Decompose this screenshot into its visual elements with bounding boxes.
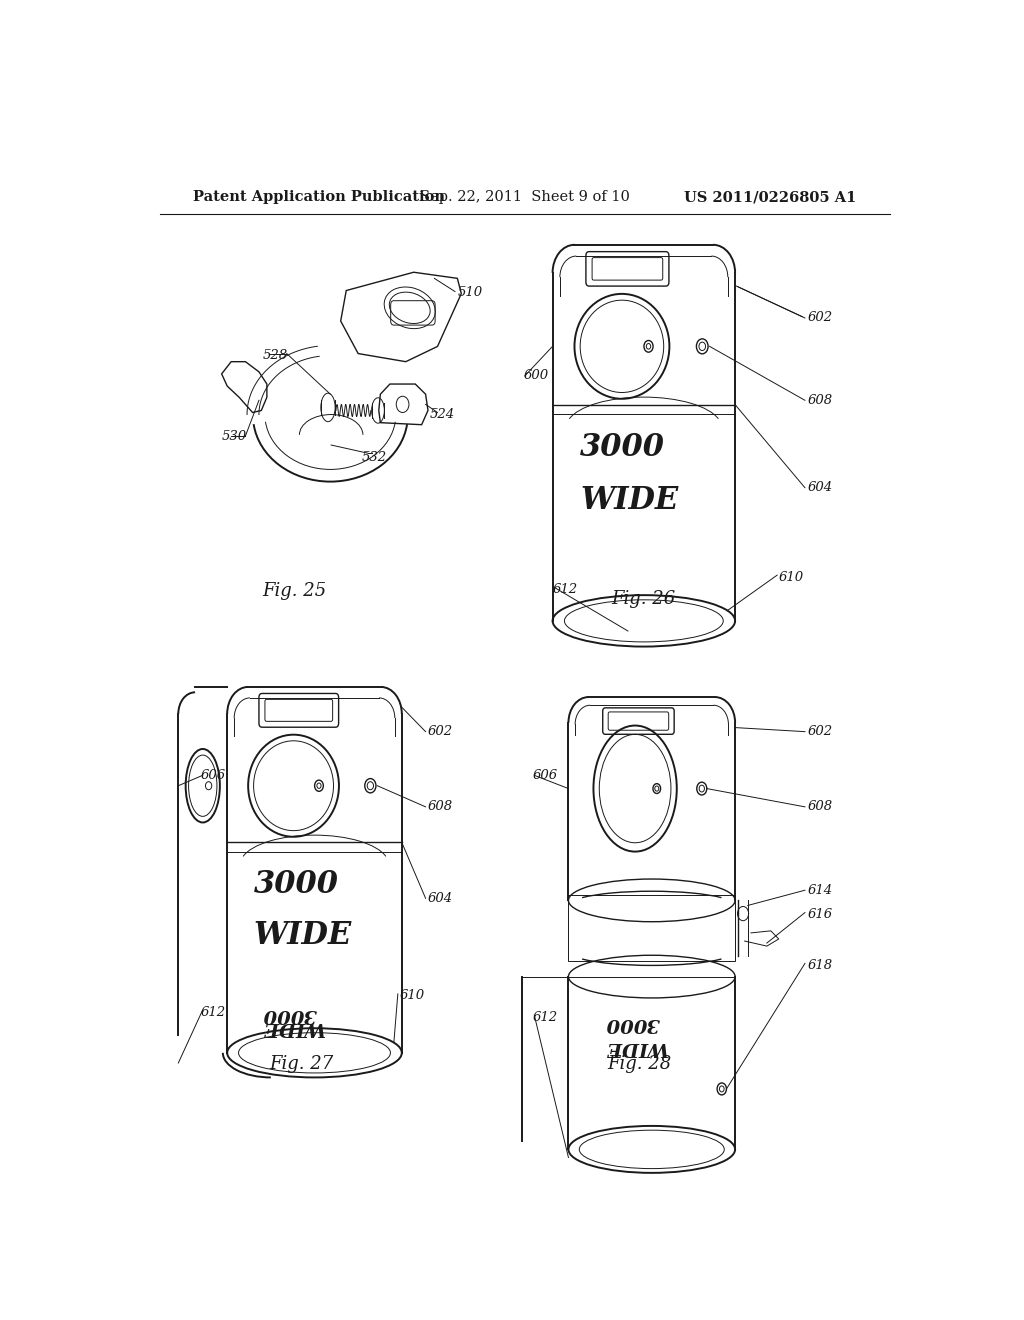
Text: 510: 510	[458, 286, 482, 300]
Text: WIDE: WIDE	[580, 484, 678, 516]
Text: 614: 614	[807, 883, 833, 896]
Text: Patent Application Publication: Patent Application Publication	[194, 190, 445, 205]
Text: 612: 612	[553, 583, 578, 595]
Text: 616: 616	[807, 908, 833, 921]
Text: 600: 600	[523, 370, 548, 383]
Text: Fig. 28: Fig. 28	[608, 1055, 672, 1073]
Text: Fig. 27: Fig. 27	[269, 1055, 333, 1073]
Text: 524: 524	[430, 408, 455, 421]
Text: Sep. 22, 2011  Sheet 9 of 10: Sep. 22, 2011 Sheet 9 of 10	[420, 190, 630, 205]
Text: 602: 602	[428, 725, 453, 738]
Text: 3000: 3000	[605, 1014, 659, 1032]
Text: 604: 604	[428, 892, 453, 904]
Text: 608: 608	[807, 393, 833, 407]
Text: 3000: 3000	[262, 1006, 316, 1023]
Text: 3000: 3000	[253, 869, 338, 900]
Text: 528: 528	[263, 348, 288, 362]
Text: 610: 610	[778, 570, 804, 583]
Text: 610: 610	[399, 990, 425, 1002]
Text: 604: 604	[807, 482, 833, 494]
Text: 608: 608	[807, 800, 833, 813]
Text: 602: 602	[807, 725, 833, 738]
Text: WIDE: WIDE	[262, 1018, 325, 1036]
Text: WIDE: WIDE	[605, 1039, 668, 1056]
Text: 530: 530	[221, 430, 247, 444]
Text: 606: 606	[201, 768, 226, 781]
Text: 618: 618	[807, 958, 833, 972]
Text: 612: 612	[532, 1011, 558, 1024]
Text: US 2011/0226805 A1: US 2011/0226805 A1	[684, 190, 856, 205]
Text: 532: 532	[362, 450, 387, 463]
Text: 3000: 3000	[580, 433, 665, 463]
Text: 606: 606	[532, 768, 558, 781]
Text: Fig. 25: Fig. 25	[262, 582, 327, 601]
Text: WIDE: WIDE	[253, 920, 351, 952]
Text: 602: 602	[807, 312, 833, 325]
Text: Fig. 26: Fig. 26	[611, 590, 676, 607]
Text: 612: 612	[201, 1006, 226, 1019]
Text: 608: 608	[428, 800, 453, 813]
